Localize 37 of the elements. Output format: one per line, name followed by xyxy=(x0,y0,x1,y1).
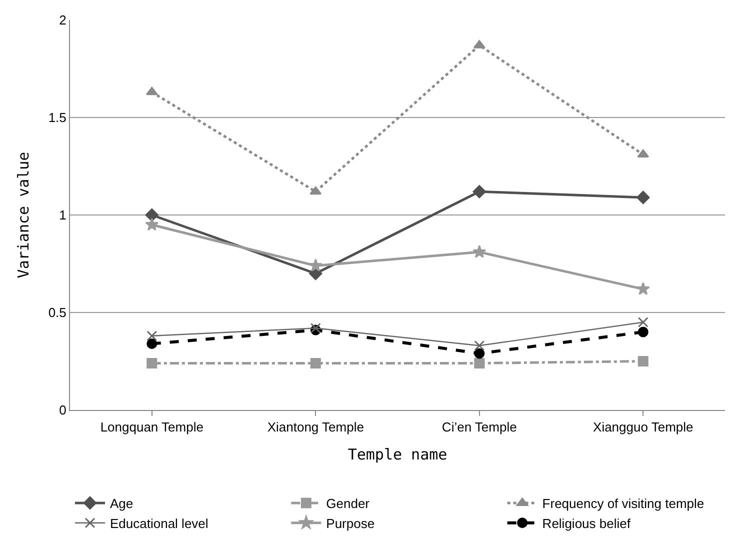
point xyxy=(145,218,159,231)
point xyxy=(638,326,648,338)
point xyxy=(474,340,485,351)
legend-label: Educational level xyxy=(110,516,208,531)
point xyxy=(146,86,158,96)
point xyxy=(308,258,322,272)
point xyxy=(146,338,158,349)
point xyxy=(145,208,158,222)
legend-label: Purpose xyxy=(326,516,375,531)
y-tick-label: 2 xyxy=(59,12,66,28)
y-tick-label: 0.5 xyxy=(48,305,66,320)
point xyxy=(636,282,650,295)
x-tick-label: Longquan Temple xyxy=(100,420,204,435)
x-axis-title: Temple name xyxy=(348,446,448,464)
legend-label: Age xyxy=(110,496,134,512)
y-tick-label: 1.5 xyxy=(48,110,66,126)
point xyxy=(310,186,322,195)
x-tick-label: Xiantong Temple xyxy=(267,420,364,435)
point xyxy=(474,358,485,368)
point xyxy=(310,358,321,368)
y-tick-label: 1 xyxy=(59,208,66,223)
point xyxy=(636,190,650,204)
point xyxy=(638,356,648,366)
point xyxy=(472,245,486,258)
legend-label: Religious belief xyxy=(542,516,631,531)
x-tick-label: Ci’en Temple xyxy=(442,420,517,435)
point xyxy=(474,348,485,359)
legend-label: Gender xyxy=(326,496,370,512)
legend-label: Frequency of visiting temple xyxy=(542,496,704,512)
y-tick-label: 0 xyxy=(59,402,66,418)
point xyxy=(637,149,650,158)
y-axis-title: Variance value xyxy=(14,152,33,278)
point xyxy=(146,358,158,368)
x-tick-label: Xiangguo Temple xyxy=(593,420,694,435)
point xyxy=(638,317,648,328)
point xyxy=(146,330,158,342)
point xyxy=(472,185,486,198)
